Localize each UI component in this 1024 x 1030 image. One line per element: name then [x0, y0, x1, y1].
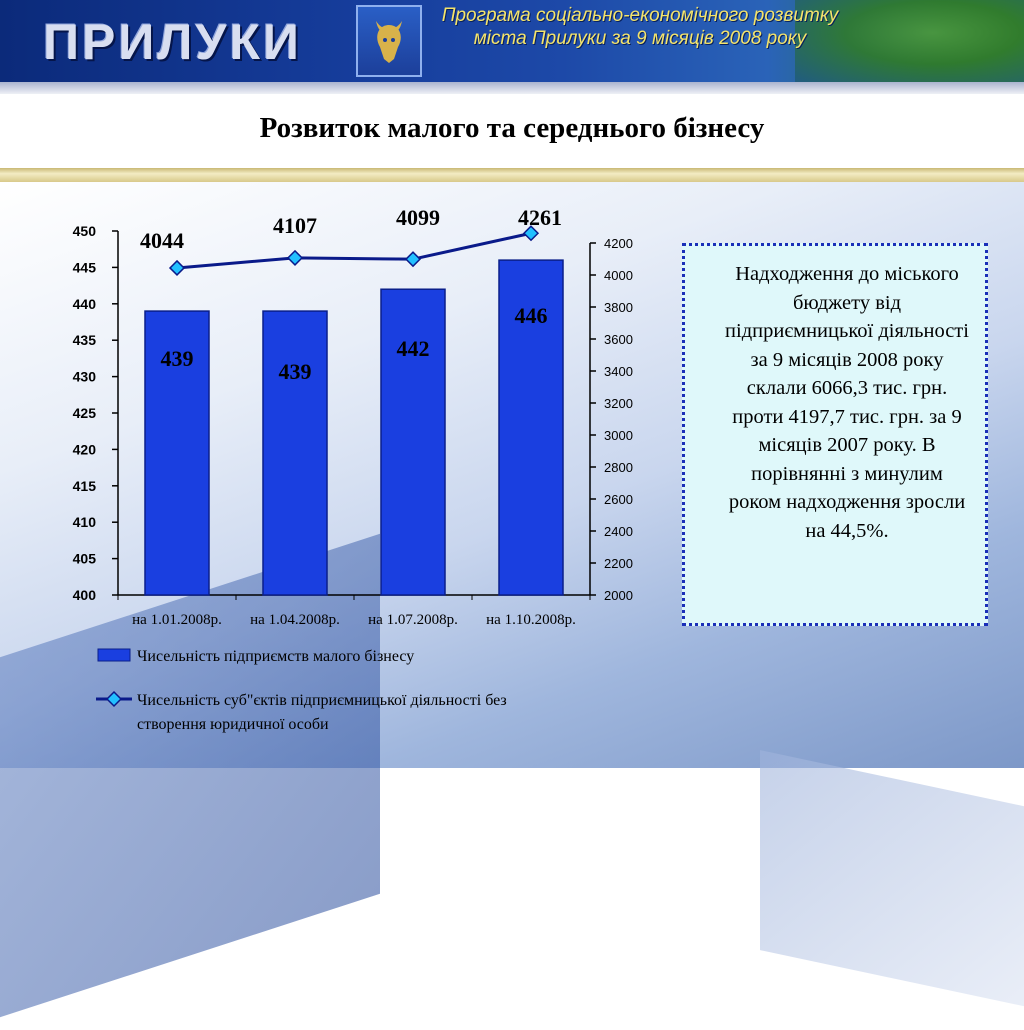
bar: [144, 310, 210, 596]
bar-data-label: 439: [279, 359, 312, 384]
info-text: Надходження до міського бюджету від підп…: [725, 263, 969, 542]
y-left-tick-label: 405: [73, 551, 97, 567]
y-left-tick-label: 400: [73, 587, 97, 603]
y-right-tick-label: 3800: [604, 300, 633, 315]
bar: [498, 259, 564, 596]
y-right-tick-label: 2000: [604, 588, 633, 603]
y-left-tick-label: 410: [73, 514, 97, 530]
y-right-tick-label: 3600: [604, 332, 633, 347]
combo-chart: 400 405 410 415 420 425 430 435 440 445 450 2000 220…: [73, 205, 633, 733]
y-left-tick-label: 425: [73, 405, 97, 421]
city-logo-text: ПРИЛУКИ: [43, 14, 302, 70]
line-data-label: 4099: [396, 205, 440, 230]
y-left-tick-label: 450: [73, 223, 97, 239]
y-right-tick-label: 2200: [604, 556, 633, 571]
x-tick-label: на 1.07.2008р.: [368, 612, 458, 628]
title-band: [0, 94, 1024, 168]
y-right-tick-label: 3400: [604, 364, 633, 379]
legend-line-label: створення юридичної особи: [137, 716, 329, 733]
y-right-tick-label: 2400: [604, 524, 633, 539]
y-left-tick-label: 420: [73, 441, 97, 457]
y-left-tick-label: 430: [73, 369, 97, 385]
y-left-tick-label: 415: [73, 478, 97, 494]
line-data-label: 4261: [518, 205, 562, 230]
x-tick-label: на 1.01.2008р.: [132, 612, 222, 628]
y-left-tick-label: 435: [73, 332, 97, 348]
legend-bar-label: Чисельність підприємств малого бізнесу: [137, 648, 414, 665]
y-right-tick-label: 3000: [604, 428, 633, 443]
legend-line-marker: [105, 690, 123, 708]
line-point-marker: [404, 251, 422, 268]
bar-data-label: 446: [515, 303, 548, 328]
y-right-tick-label: 2600: [604, 492, 633, 507]
map-decoration: [795, 0, 1024, 82]
title-underline: [0, 168, 1024, 182]
legend-bar-swatch: [97, 648, 131, 662]
bar-data-label: 439: [161, 346, 194, 371]
info-box: Надходження до міського бюджету від підп…: [682, 243, 988, 626]
background-shape: [760, 750, 1024, 1014]
line-data-label: 4107: [273, 213, 317, 238]
line-point-marker: [168, 259, 186, 277]
bar-data-label: 442: [397, 336, 430, 361]
city-crest-icon: [356, 5, 422, 77]
header-strip: [0, 82, 1024, 94]
line-point-marker: [286, 249, 304, 266]
y-right-tick-label: 4200: [604, 236, 633, 251]
slide-title: Розвиток малого та середнього бізнесу: [259, 112, 765, 144]
x-tick-label: на 1.04.2008р.: [250, 612, 340, 628]
x-tick-label: на 1.10.2008р.: [486, 612, 576, 628]
line-series: [176, 231, 532, 270]
bar: [380, 288, 446, 596]
y-right-tick-label: 2800: [604, 460, 633, 475]
line-point-marker: [522, 225, 540, 242]
program-title: Програма соціально-економічного розвитку…: [441, 5, 839, 49]
y-right-tick-label: 4000: [604, 268, 633, 283]
y-left-tick-label: 440: [73, 296, 97, 312]
y-right-tick-label: 3200: [604, 396, 633, 411]
line-data-label: 4044: [140, 228, 184, 253]
legend-line-label: Чисельність суб"єктів підприємницької ді…: [137, 692, 507, 709]
y-left-tick-label: 445: [73, 259, 97, 275]
header-banner: ПРИЛУКИ Програма соціально-економічного …: [0, 0, 1024, 82]
bar: [262, 310, 328, 596]
